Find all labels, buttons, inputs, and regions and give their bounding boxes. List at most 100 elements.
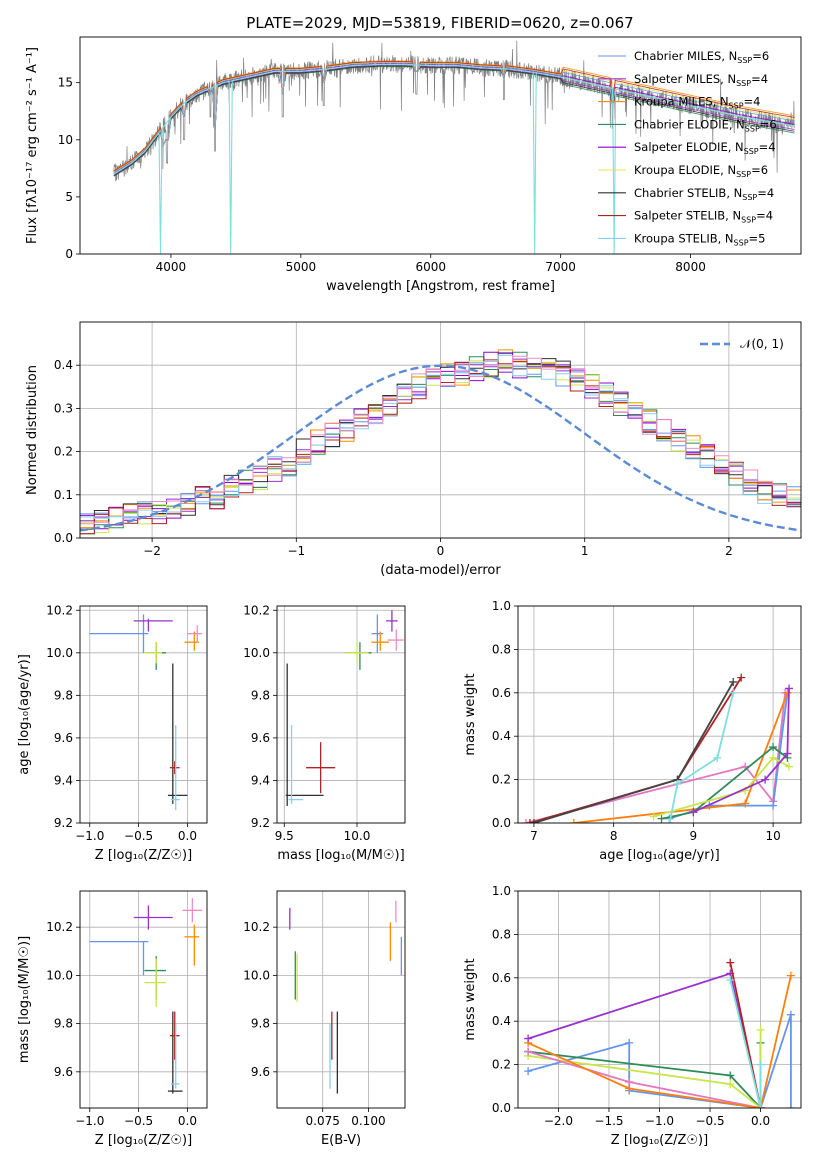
errorbar-point bbox=[345, 642, 369, 664]
legend-entry: Kroupa MILES, NSSP=4 bbox=[634, 95, 760, 111]
mass-weight-marker bbox=[569, 819, 578, 823]
axes-frame bbox=[517, 605, 802, 824]
errorbar-plot-area bbox=[285, 610, 404, 806]
y-tick-label: 10.2 bbox=[243, 920, 270, 934]
y-tick-label: 0.2 bbox=[54, 445, 73, 459]
x-tick-label: 0.075 bbox=[306, 1114, 340, 1128]
gaussian-reference-curve bbox=[80, 364, 801, 532]
errorbar-point bbox=[288, 725, 304, 804]
y-tick-label: 9.2 bbox=[54, 816, 73, 830]
x-tick-label: −1.0 bbox=[75, 829, 104, 843]
mass-weight-marker bbox=[769, 801, 778, 810]
model-spectrum-line bbox=[113, 61, 795, 173]
mass-weight-line bbox=[527, 1014, 792, 1108]
errorbar-plot-area bbox=[89, 898, 203, 1094]
y-tick-label: 0.6 bbox=[492, 971, 511, 985]
errorbar-point bbox=[306, 742, 336, 794]
errorbar-point bbox=[144, 956, 166, 1000]
y-axis-label: age [log₁₀(age/yr)] bbox=[17, 654, 32, 775]
mass-weight-marker bbox=[741, 799, 750, 808]
legend-entry: Kroupa STELIB, NSSP=5 bbox=[634, 231, 765, 247]
x-tick-label: 1 bbox=[581, 544, 589, 558]
model-spectrum-line bbox=[113, 63, 795, 174]
panel-age_vs_Z: −1.0 −0.5 0.0 9.2 9.4 9.6 9.8 10.0 10.2 Z [log₁₀(… bbox=[17, 603, 208, 863]
x-tick-label: −0.5 bbox=[124, 1114, 153, 1128]
y-axis-label: mass weight bbox=[463, 958, 478, 1040]
y-tick-label: 10.2 bbox=[243, 603, 270, 617]
x-tick-label: 0 bbox=[437, 544, 445, 558]
y-tick-label: 9.6 bbox=[251, 731, 270, 745]
errorbar-point bbox=[386, 610, 398, 632]
y-tick-label: 10.0 bbox=[46, 646, 73, 660]
x-axis-label: E(B-V) bbox=[321, 1133, 361, 1148]
mass-weight-marker bbox=[524, 1047, 533, 1056]
mass-weight-line bbox=[527, 975, 792, 1108]
y-tick-label: 15 bbox=[58, 76, 73, 90]
y-tick-label: 0.4 bbox=[492, 1014, 511, 1028]
x-tick-label: 7 bbox=[530, 829, 538, 843]
mass-weight-marker bbox=[785, 762, 794, 771]
weights-plot-area bbox=[524, 958, 795, 1108]
y-tick-label: 0.1 bbox=[54, 488, 73, 502]
mass-weight-marker bbox=[786, 1104, 795, 1108]
errorbar-point bbox=[144, 958, 166, 1007]
x-tick-label: −1.0 bbox=[645, 1114, 674, 1128]
best-fit-model-line bbox=[113, 63, 794, 254]
y-axis-label: mass weight bbox=[463, 673, 478, 755]
x-axis-label: Z [log₁₀(Z/Z☉)] bbox=[95, 1133, 192, 1148]
y-tick-label: 0 bbox=[65, 247, 73, 261]
y-tick-label: 0.3 bbox=[54, 401, 73, 415]
errorbar-point bbox=[169, 761, 180, 775]
axes-frame bbox=[517, 890, 802, 1109]
y-tick-label: 1.0 bbox=[492, 884, 511, 898]
model-spectrum-line bbox=[113, 61, 795, 172]
mass-weight-marker bbox=[726, 1080, 735, 1089]
x-tick-label: 10 bbox=[765, 829, 780, 843]
axes-frame bbox=[79, 321, 802, 539]
y-tick-label: 9.6 bbox=[54, 1065, 73, 1079]
y-tick-label: 0.4 bbox=[492, 729, 511, 743]
x-tick-label: −2 bbox=[143, 544, 161, 558]
errorbar-point bbox=[371, 614, 384, 653]
model-spectrum-line bbox=[113, 65, 795, 177]
y-tick-label: 0.0 bbox=[492, 816, 511, 830]
x-axis-label: wavelength [Angstrom, rest frame] bbox=[326, 279, 555, 294]
x-tick-label: 8 bbox=[610, 829, 618, 843]
mass-weight-marker bbox=[524, 1067, 533, 1076]
mass-weight-line bbox=[668, 692, 735, 823]
y-tick-label: 10.0 bbox=[243, 968, 270, 982]
y-tick-label: 9.8 bbox=[54, 688, 73, 702]
x-tick-label: 0.100 bbox=[351, 1114, 385, 1128]
panel-age_vs_mass: 9.5 10.0 9.2 9.4 9.6 9.8 10.0 10.2 mass [log₁₀(M… bbox=[243, 603, 406, 863]
histogram-step-line bbox=[80, 355, 801, 526]
y-tick-label: 9.4 bbox=[54, 773, 73, 787]
errorbar-point bbox=[187, 625, 203, 643]
legend-entry: Salpeter MILES, NSSP=4 bbox=[634, 72, 768, 88]
mass-weight-marker bbox=[756, 1104, 765, 1108]
mass-weight-marker bbox=[649, 812, 658, 821]
errorbar-point bbox=[371, 631, 389, 651]
y-axis-label: Normed distribution bbox=[25, 365, 40, 495]
legend-entry: Chabrier MILES, NSSP=6 bbox=[634, 49, 769, 65]
errorbar-point bbox=[167, 1011, 183, 1094]
errorbar-point bbox=[345, 642, 372, 670]
mass-weight-marker bbox=[673, 779, 682, 788]
y-tick-label: 0.4 bbox=[54, 358, 73, 372]
y-tick-label: 9.8 bbox=[251, 688, 270, 702]
errorbar-point bbox=[133, 905, 173, 930]
y-tick-label: 9.6 bbox=[251, 1065, 270, 1079]
y-axis-label: Flux [fλ10⁻¹⁷ erg cm⁻² s⁻¹ A⁻¹] bbox=[25, 47, 40, 244]
panel-spectrum: 4000 5000 6000 7000 8000 0 5 10 15 wavelength [An… bbox=[25, 36, 802, 294]
y-tick-label: 10.2 bbox=[46, 603, 73, 617]
x-tick-label: 0.0 bbox=[751, 1114, 770, 1128]
legend-entry: Salpeter STELIB, NSSP=4 bbox=[634, 209, 773, 225]
y-tick-label: 9.8 bbox=[54, 1017, 73, 1031]
mass-weight-marker bbox=[756, 1060, 765, 1069]
x-axis-label: age [log₁₀(age/yr)] bbox=[599, 848, 720, 863]
mass-weight-marker bbox=[737, 673, 746, 682]
x-axis-label: mass [log₁₀(M/M☉)] bbox=[277, 848, 404, 863]
errorbar-point bbox=[89, 940, 149, 976]
errorbar-point bbox=[133, 618, 173, 632]
mass-weight-marker bbox=[769, 753, 778, 762]
x-tick-label: −0.5 bbox=[695, 1114, 724, 1128]
